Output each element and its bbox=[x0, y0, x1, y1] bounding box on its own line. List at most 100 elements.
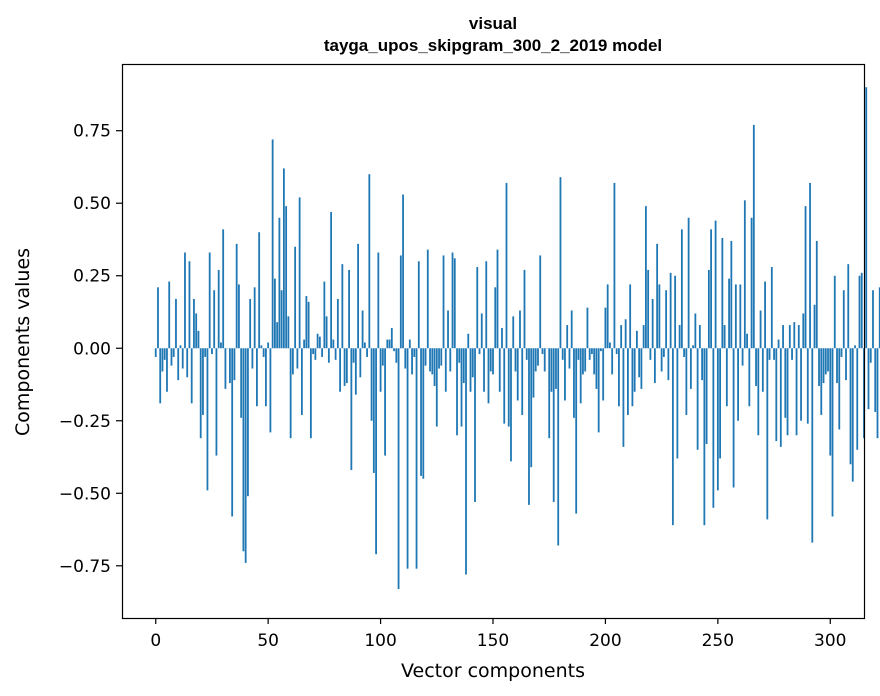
bar-component-91 bbox=[359, 348, 362, 378]
bar-component-127 bbox=[440, 348, 443, 366]
y-tick-label: −0.25 bbox=[59, 412, 111, 432]
bar-component-103 bbox=[386, 339, 389, 349]
bar-component-236 bbox=[685, 348, 688, 415]
bar-component-158 bbox=[510, 348, 512, 462]
bar-component-51 bbox=[269, 348, 272, 433]
bar-component-96 bbox=[370, 348, 373, 421]
bar-component-86 bbox=[348, 269, 350, 349]
bar-component-299 bbox=[827, 348, 829, 372]
bar-component-222 bbox=[653, 348, 656, 384]
bar-component-182 bbox=[564, 348, 566, 401]
bar-component-194 bbox=[591, 348, 593, 355]
bar-component-31 bbox=[224, 348, 227, 389]
bar-component-281 bbox=[786, 348, 789, 436]
bar-component-105 bbox=[390, 327, 393, 349]
bar-component-238 bbox=[689, 348, 692, 389]
bar-component-152 bbox=[496, 249, 499, 349]
bar-component-303 bbox=[836, 348, 838, 384]
bar-component-251 bbox=[719, 348, 721, 459]
bar-component-201 bbox=[606, 284, 609, 349]
bar-component-259 bbox=[737, 348, 739, 421]
bar-component-94 bbox=[366, 348, 368, 357]
bar-component-243 bbox=[701, 348, 704, 381]
bar-component-157 bbox=[507, 348, 510, 427]
bar-component-234 bbox=[680, 229, 683, 349]
bar-component-40 bbox=[244, 348, 247, 563]
bar-component-211 bbox=[629, 284, 632, 349]
bar-component-12 bbox=[181, 348, 184, 369]
bar-component-228 bbox=[667, 348, 670, 381]
bar-component-38 bbox=[240, 348, 243, 418]
bar-component-11 bbox=[179, 345, 182, 349]
x-tick-label: 0 bbox=[150, 631, 161, 651]
bar-component-115 bbox=[413, 348, 416, 357]
bar-component-64 bbox=[298, 197, 301, 349]
bar-component-102 bbox=[384, 348, 386, 456]
bar-component-30 bbox=[222, 229, 225, 349]
bar-component-278 bbox=[779, 348, 782, 447]
bar-component-279 bbox=[782, 325, 784, 349]
bar-component-282 bbox=[788, 325, 791, 349]
bar-component-97 bbox=[372, 348, 375, 473]
bar-component-312 bbox=[856, 348, 859, 450]
bar-component-197 bbox=[597, 348, 600, 433]
bar-component-189 bbox=[579, 348, 582, 404]
bar-component-232 bbox=[676, 348, 679, 459]
bar-component-3 bbox=[161, 348, 164, 372]
bar-component-206 bbox=[618, 348, 620, 407]
bar-component-48 bbox=[262, 348, 265, 357]
bar-component-305 bbox=[840, 348, 843, 357]
bar-component-221 bbox=[651, 298, 654, 349]
bar-component-242 bbox=[698, 325, 701, 349]
bar-component-35 bbox=[233, 348, 236, 381]
bar-component-291 bbox=[809, 182, 811, 349]
x-tick-label: 200 bbox=[589, 631, 621, 651]
bar-component-207 bbox=[620, 325, 623, 349]
bar-component-319 bbox=[872, 290, 874, 349]
bar-component-18 bbox=[195, 313, 198, 349]
bar-component-190 bbox=[582, 348, 584, 375]
bar-component-108 bbox=[397, 348, 400, 589]
bar-component-166 bbox=[528, 348, 530, 505]
bar-component-140 bbox=[469, 348, 472, 392]
bar-component-183 bbox=[566, 325, 569, 349]
bar-component-65 bbox=[300, 348, 303, 415]
bar-component-204 bbox=[613, 182, 616, 349]
bar-component-101 bbox=[381, 348, 384, 366]
bar-component-176 bbox=[550, 348, 553, 392]
bar-component-84 bbox=[343, 348, 346, 386]
bar-component-196 bbox=[595, 348, 598, 389]
bar-component-106 bbox=[393, 348, 395, 352]
bar-component-75 bbox=[323, 281, 326, 349]
bar-component-290 bbox=[806, 348, 809, 424]
bar-component-162 bbox=[519, 310, 521, 349]
bar-component-180 bbox=[559, 177, 562, 349]
bar-component-44 bbox=[253, 287, 256, 349]
bar-component-246 bbox=[707, 269, 710, 349]
bar-component-250 bbox=[716, 348, 719, 491]
bar-component-8 bbox=[172, 348, 175, 357]
bar-component-82 bbox=[339, 348, 341, 392]
bar-component-116 bbox=[415, 348, 418, 569]
bar-component-92 bbox=[361, 310, 364, 349]
bar-component-226 bbox=[662, 348, 665, 357]
bar-component-185 bbox=[570, 310, 573, 349]
bar-component-126 bbox=[438, 348, 440, 369]
bar-component-28 bbox=[217, 269, 220, 349]
bar-component-133 bbox=[453, 258, 456, 349]
bar-component-78 bbox=[330, 211, 333, 349]
bar-component-55 bbox=[278, 217, 281, 349]
bar-component-80 bbox=[334, 348, 337, 360]
bar-component-15 bbox=[188, 261, 191, 349]
bar-component-280 bbox=[784, 348, 787, 418]
bar-component-208 bbox=[622, 348, 625, 447]
bar-component-306 bbox=[842, 290, 845, 349]
bar-component-52 bbox=[271, 139, 274, 349]
bar-component-159 bbox=[512, 316, 515, 349]
bar-component-309 bbox=[849, 348, 852, 465]
bar-component-54 bbox=[276, 322, 279, 349]
bar-component-286 bbox=[797, 325, 800, 349]
bar-component-119 bbox=[422, 348, 425, 479]
bar-component-179 bbox=[557, 348, 560, 546]
